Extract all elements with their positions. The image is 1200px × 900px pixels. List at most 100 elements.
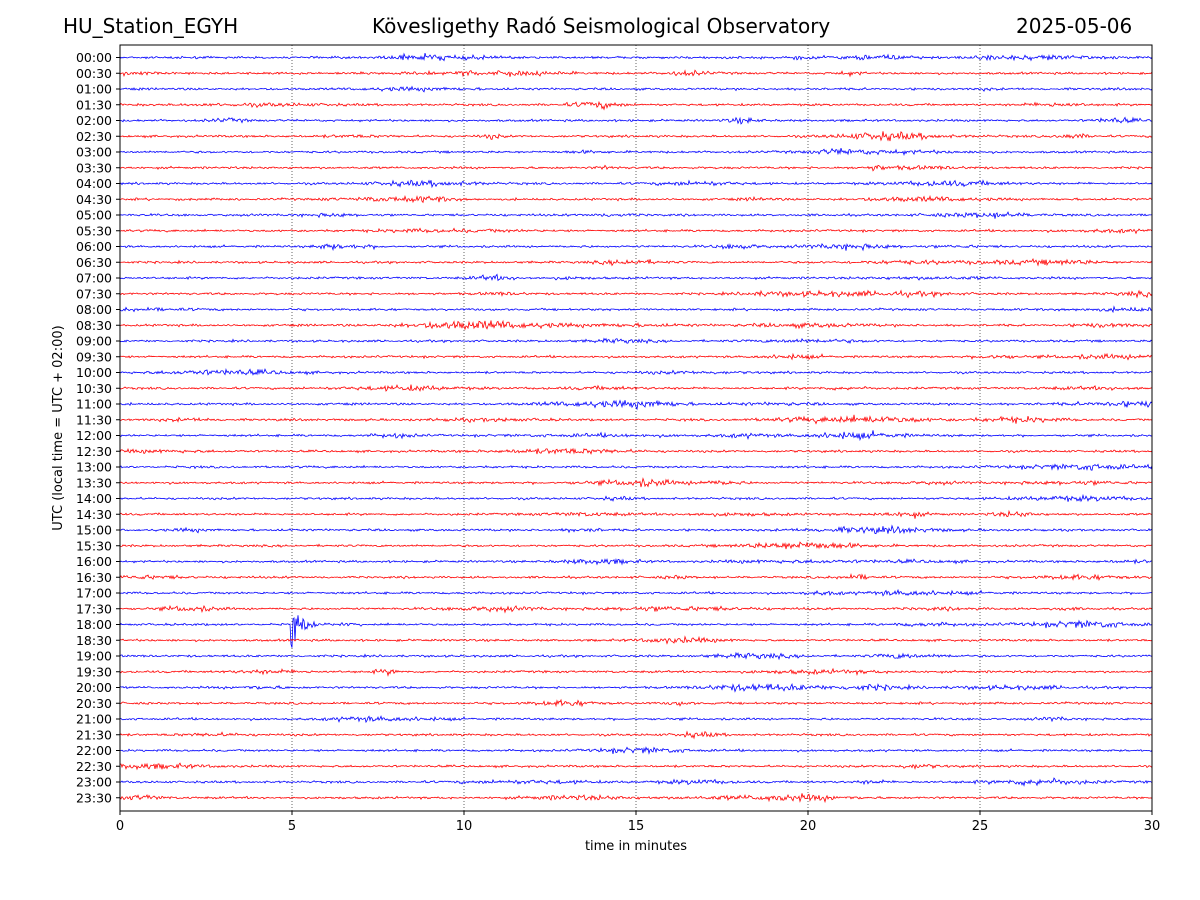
trace-row xyxy=(119,130,1153,142)
y-tick-label: 21:00 xyxy=(76,712,112,727)
observatory-title: Kövesligethy Radó Seismological Observat… xyxy=(372,14,831,38)
trace-row xyxy=(119,615,1153,648)
y-tick-label: 08:30 xyxy=(76,318,112,333)
y-tick-label: 15:00 xyxy=(76,523,112,538)
trace-row xyxy=(119,746,1153,755)
y-tick-label: 20:00 xyxy=(76,680,112,695)
trace-row xyxy=(119,164,1153,172)
y-tick-label: 08:00 xyxy=(76,302,112,317)
trace-row xyxy=(119,493,1153,503)
y-tick-label: 16:30 xyxy=(76,570,112,585)
y-tick-label: 00:30 xyxy=(76,66,112,81)
trace-row xyxy=(119,414,1153,425)
y-tick-label: 03:30 xyxy=(76,160,112,175)
trace-row xyxy=(119,273,1153,282)
y-tick-label: 07:30 xyxy=(76,286,112,301)
trace-row xyxy=(119,715,1153,724)
y-tick-label: 14:00 xyxy=(76,491,112,506)
y-tick-label: 11:00 xyxy=(76,397,112,412)
y-tick-label: 02:30 xyxy=(76,129,112,144)
trace-row xyxy=(119,558,1153,566)
trace-row xyxy=(119,352,1153,361)
trace-row xyxy=(119,667,1153,677)
y-tick-label: 02:00 xyxy=(76,113,112,128)
y-tick-label: 15:30 xyxy=(76,538,112,553)
trace-row xyxy=(119,227,1153,235)
y-tick-label: 16:00 xyxy=(76,554,112,569)
x-tick-label: 10 xyxy=(456,819,473,834)
y-tick-label: 06:30 xyxy=(76,255,112,270)
trace-row xyxy=(119,541,1153,550)
trace-row xyxy=(119,477,1153,488)
trace-row xyxy=(119,85,1153,93)
y-tick-label: 21:30 xyxy=(76,727,112,742)
y-tick-label: 01:30 xyxy=(76,97,112,112)
trace-row xyxy=(119,194,1153,204)
trace-row xyxy=(119,337,1153,345)
x-tick-label: 20 xyxy=(800,819,817,834)
y-tick-label: 11:30 xyxy=(76,412,112,427)
trace-row xyxy=(119,777,1153,787)
y-tick-label: 23:00 xyxy=(76,775,112,790)
y-tick-label: 23:30 xyxy=(76,790,112,805)
y-tick-label: 18:30 xyxy=(76,633,112,648)
trace-row xyxy=(119,730,1153,740)
trace-row xyxy=(119,509,1153,519)
y-tick-labels: 00:0000:3001:0001:3002:0002:3003:0003:30… xyxy=(76,50,120,805)
y-tick-label: 14:30 xyxy=(76,507,112,522)
y-tick-label: 05:30 xyxy=(76,223,112,238)
y-tick-label: 12:00 xyxy=(76,428,112,443)
trace-row xyxy=(119,683,1153,693)
y-tick-label: 07:00 xyxy=(76,271,112,286)
x-tick-label: 25 xyxy=(972,819,989,834)
y-tick-label: 03:00 xyxy=(76,145,112,160)
date-title: 2025-05-06 xyxy=(1016,14,1133,38)
y-tick-label: 12:30 xyxy=(76,444,112,459)
trace-row xyxy=(119,635,1153,645)
trace-row xyxy=(119,211,1153,219)
x-tick-label: 15 xyxy=(628,819,645,834)
trace-row xyxy=(119,573,1153,581)
trace-row xyxy=(119,604,1153,614)
trace-row xyxy=(119,447,1153,455)
y-tick-label: 22:00 xyxy=(76,743,112,758)
trace-row xyxy=(119,463,1153,471)
y-tick-label: 04:30 xyxy=(76,192,112,207)
y-tick-label: 17:30 xyxy=(76,601,112,616)
station-title: HU_Station_EGYH xyxy=(63,14,239,38)
trace-row xyxy=(119,116,1153,125)
trace-row xyxy=(119,524,1153,535)
y-tick-label: 10:00 xyxy=(76,365,112,380)
y-tick-label: 09:30 xyxy=(76,349,112,364)
y-tick-label: 19:30 xyxy=(76,664,112,679)
trace-row xyxy=(119,52,1153,62)
trace-row xyxy=(119,698,1153,708)
trace-row xyxy=(119,651,1153,661)
y-tick-label: 19:00 xyxy=(76,649,112,664)
trace-row xyxy=(119,242,1153,252)
trace-row xyxy=(119,305,1153,314)
y-tick-label: 00:00 xyxy=(76,50,112,65)
y-tick-label: 05:00 xyxy=(76,208,112,223)
y-axis-label: UTC (local time = UTC + 02:00) xyxy=(51,325,66,530)
x-tick-label: 30 xyxy=(1144,819,1161,834)
y-tick-label: 06:00 xyxy=(76,239,112,254)
y-tick-label: 20:30 xyxy=(76,696,112,711)
y-tick-label: 10:30 xyxy=(76,381,112,396)
y-tick-label: 01:00 xyxy=(76,82,112,97)
y-tick-label: 09:00 xyxy=(76,334,112,349)
x-tick-label: 0 xyxy=(116,819,124,834)
trace-row xyxy=(119,588,1153,597)
x-tick-label: 5 xyxy=(288,819,296,834)
trace-row xyxy=(119,367,1153,376)
trace-row xyxy=(119,384,1153,392)
trace-row xyxy=(119,69,1153,78)
y-tick-label: 17:00 xyxy=(76,586,112,601)
seismogram-traces xyxy=(119,52,1153,804)
trace-row xyxy=(119,399,1153,411)
y-tick-label: 18:00 xyxy=(76,617,112,632)
trace-row xyxy=(119,430,1153,442)
y-tick-label: 22:30 xyxy=(76,759,112,774)
trace-row xyxy=(119,793,1153,804)
